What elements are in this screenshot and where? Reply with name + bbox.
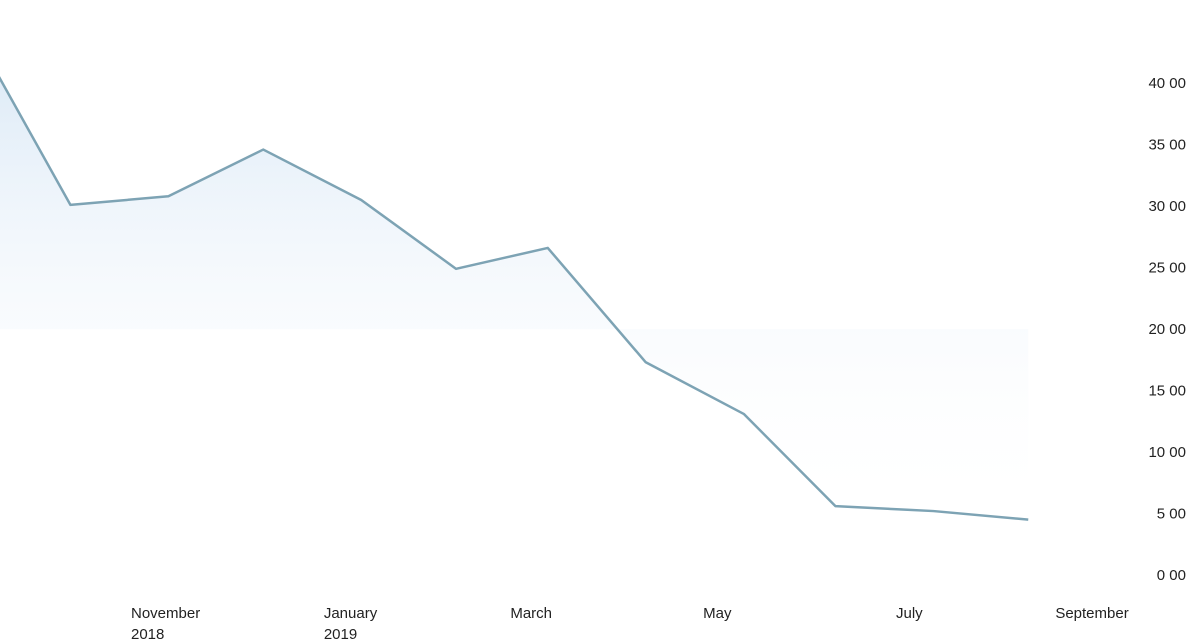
- y-tick-label: 10 00: [1148, 444, 1186, 461]
- series-line-layer: [0, 76, 1029, 521]
- data-point: [930, 508, 936, 514]
- data-point: [260, 147, 266, 153]
- y-tick-label: 5 00: [1157, 506, 1186, 523]
- series-area-fill: [0, 78, 1029, 520]
- series-line: [0, 76, 1029, 521]
- data-point: [165, 193, 171, 199]
- x-axis: November 2018 January 2019 March May July Septe…: [131, 605, 1129, 643]
- y-tick-label: 30 00: [1148, 198, 1186, 215]
- data-point: [453, 266, 459, 272]
- data-point: [1025, 517, 1031, 523]
- x-tick-label: July: [896, 605, 923, 622]
- x-tick-label: January: [324, 605, 378, 622]
- y-axis: 0 00 5 00 10 00 15 00 20 00 25 00 30 00 35 00 40…: [1148, 75, 1186, 584]
- y-tick-label: 25 00: [1148, 260, 1186, 277]
- data-point: [643, 359, 649, 365]
- y-tick-label: 15 00: [1148, 383, 1186, 400]
- x-tick-label: March: [510, 605, 552, 622]
- x-tick-label: September: [1055, 605, 1128, 622]
- y-tick-label: 40 00: [1148, 75, 1186, 92]
- x-tick-label: May: [703, 605, 732, 622]
- x-tick-year-label: 2019: [324, 626, 357, 643]
- y-tick-label: 20 00: [1148, 321, 1186, 338]
- x-tick-label: November: [131, 605, 200, 622]
- data-point: [358, 197, 364, 203]
- x-tick-year-label: 2018: [131, 626, 164, 643]
- data-point: [545, 245, 551, 251]
- data-point: [741, 411, 747, 417]
- y-tick-label: 35 00: [1148, 137, 1186, 154]
- area-fill-layer: [0, 78, 1029, 520]
- y-tick-label: 0 00: [1157, 567, 1186, 584]
- data-point: [832, 503, 838, 509]
- data-point: [67, 202, 73, 208]
